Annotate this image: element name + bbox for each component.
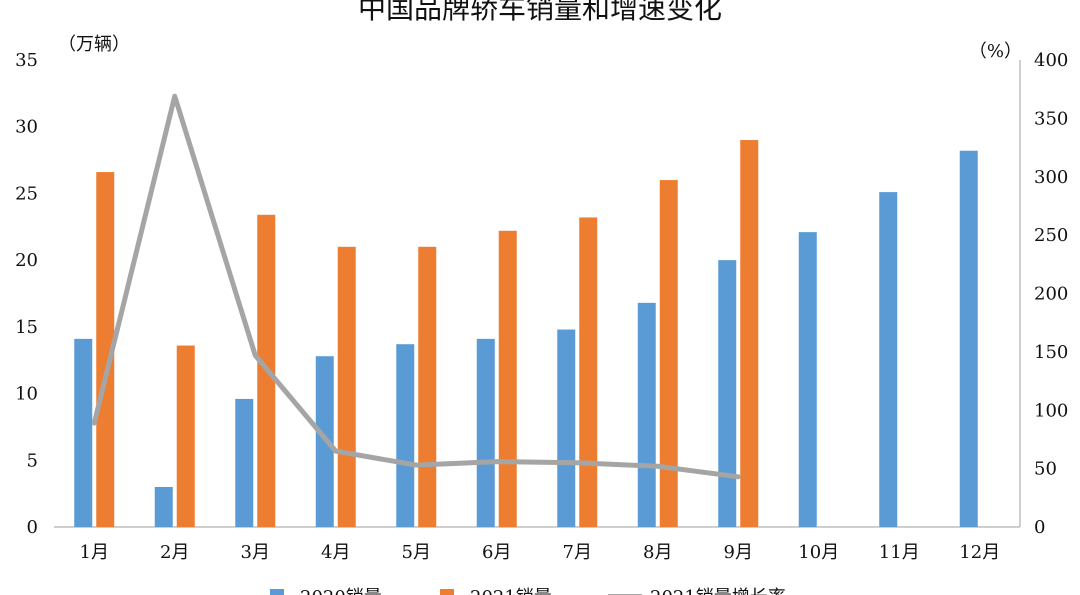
legend: 2020销量 2021销量 2021销量增长率 <box>270 587 786 595</box>
bar-2020销量-3月 <box>235 398 254 527</box>
bar-2020销量-9月 <box>718 260 737 527</box>
x-tick-label: 5月 <box>402 542 431 563</box>
x-tick-label: 8月 <box>643 542 672 563</box>
x-axis: 1月 2月 3月 4月 5月 6月 7月 8月 9月 10月 11月 12月 <box>80 542 1001 563</box>
x-tick-label: 7月 <box>563 542 592 563</box>
x-tick-label: 10月 <box>798 542 839 563</box>
bar-2021销量-4月 <box>337 246 356 528</box>
legend-swatch <box>440 589 454 595</box>
right-tick-label: 100 <box>1034 400 1068 421</box>
left-tick-label: 5 <box>27 450 38 471</box>
right-tick-label: 350 <box>1034 108 1068 129</box>
left-tick-label: 35 <box>15 50 38 71</box>
bar-2020销量-2月 <box>154 486 173 527</box>
left-tick-label: 0 <box>27 517 38 538</box>
left-tick-label: 20 <box>15 250 38 271</box>
bar-2020销量-6月 <box>476 338 495 527</box>
bar-2020销量-12月 <box>959 150 978 527</box>
left-tick-label: 10 <box>15 384 38 405</box>
bar-2021销量-6月 <box>498 230 517 527</box>
x-tick-label: 1月 <box>80 542 109 563</box>
legend-swatch <box>270 589 284 595</box>
left-axis: 0 5 10 15 20 25 30 35 <box>15 50 38 538</box>
bar-2021销量-1月 <box>96 172 115 527</box>
right-tick-label: 300 <box>1034 167 1068 188</box>
bar-2020销量-7月 <box>557 329 576 527</box>
left-tick-label: 30 <box>15 117 38 138</box>
legend-label: 2020销量 <box>300 587 382 595</box>
left-axis-unit: （万辆） <box>58 34 130 55</box>
bar-2021销量-8月 <box>659 180 678 528</box>
x-tick-label: 9月 <box>724 542 753 563</box>
growth-rate-line <box>91 93 741 480</box>
bar-2020销量-1月 <box>74 338 93 527</box>
right-tick-label: 150 <box>1034 342 1068 363</box>
legend-label: 2021销量增长率 <box>650 587 786 595</box>
bar-2021销量-5月 <box>418 246 437 528</box>
x-tick-label: 6月 <box>482 542 511 563</box>
right-axis: 0 50 100 150 200 250 300 350 400 <box>1034 50 1068 538</box>
right-tick-label: 200 <box>1034 284 1068 305</box>
right-tick-label: 50 <box>1034 459 1057 480</box>
bars <box>74 140 978 528</box>
right-axis-unit: （%） <box>969 41 1022 62</box>
bar-2020销量-8月 <box>637 302 656 527</box>
left-tick-label: 25 <box>15 183 38 204</box>
bar-2020销量-5月 <box>396 344 415 527</box>
bar-2021销量-9月 <box>740 140 759 528</box>
x-tick-label: 3月 <box>241 542 270 563</box>
left-tick-label: 15 <box>15 317 38 338</box>
x-tick-label: 12月 <box>959 542 1000 563</box>
legend-label: 2021销量 <box>470 587 552 595</box>
bar-2021销量-2月 <box>176 345 195 527</box>
growth-line-layer <box>91 93 741 480</box>
right-tick-label: 0 <box>1034 517 1045 538</box>
bar-2021销量-7月 <box>579 217 598 527</box>
chart-title: 中国品牌轿车销量和增速变化 <box>358 0 722 25</box>
x-tick-label: 2月 <box>160 542 189 563</box>
x-tick-label: 11月 <box>879 542 920 563</box>
right-tick-label: 250 <box>1034 225 1068 246</box>
x-tick-label: 4月 <box>321 542 350 563</box>
bar-2020销量-11月 <box>879 192 898 527</box>
right-tick-label: 400 <box>1034 50 1068 71</box>
bar-2020销量-10月 <box>798 232 817 527</box>
